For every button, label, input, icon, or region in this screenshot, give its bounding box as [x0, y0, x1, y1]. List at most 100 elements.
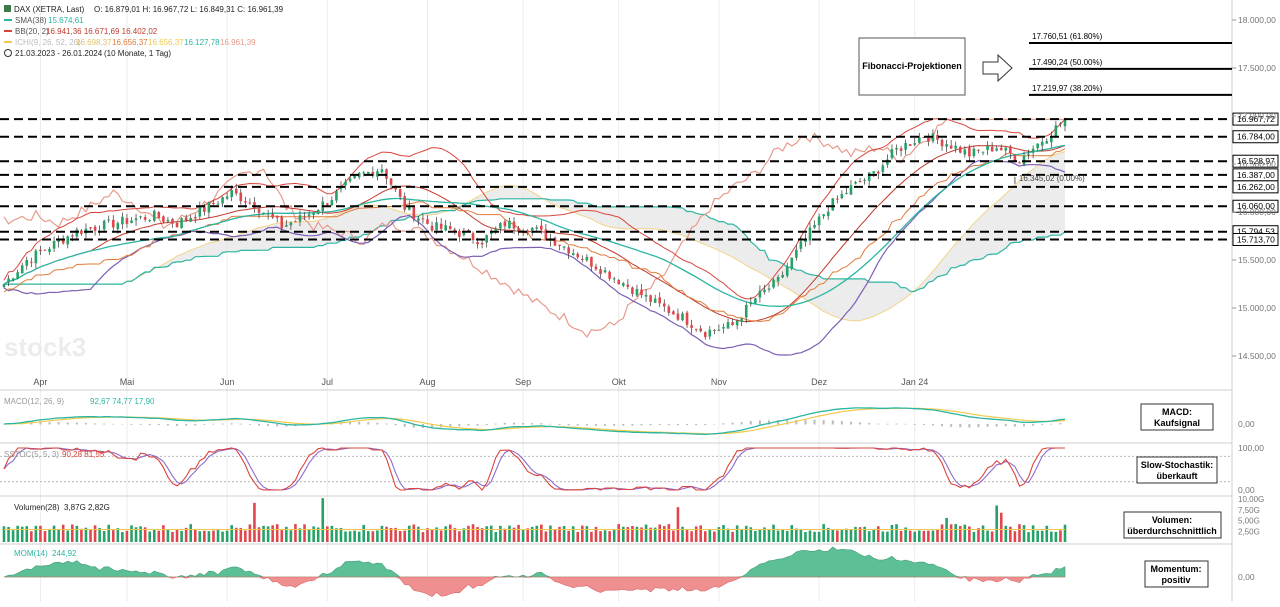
candle: [863, 179, 866, 181]
volume-bar: [353, 530, 356, 542]
macd-histogram-bar: [258, 424, 261, 426]
volume-bar: [667, 524, 671, 542]
candle: [485, 235, 488, 243]
candle: [148, 220, 152, 222]
macd-histogram-bar: [877, 423, 880, 425]
candle: [221, 197, 224, 204]
volume-bar: [776, 530, 780, 542]
candle: [512, 221, 516, 229]
candle: [407, 205, 411, 210]
volume-bar: [558, 526, 561, 542]
candle: [826, 211, 830, 217]
candle: [772, 279, 775, 288]
volume-bar: [1063, 524, 1067, 542]
volume-bar: [612, 529, 616, 542]
volume-bar: [275, 524, 279, 542]
volume-annotation-line1: Volumen:: [1152, 515, 1192, 525]
volume-bar: [480, 528, 484, 542]
candle: [458, 230, 461, 237]
volume-bar: [221, 531, 224, 542]
volume-bar: [603, 530, 607, 542]
candle: [489, 231, 493, 234]
momentum-axis-label: 0,00: [1238, 572, 1255, 582]
volume-bar: [285, 526, 288, 542]
fib-base-label: 16.345,02 (0.00%): [1019, 174, 1085, 183]
ichimoku-span-b: [4, 198, 1066, 293]
volume-bar: [626, 527, 630, 542]
candle: [585, 256, 589, 261]
candle: [608, 271, 611, 279]
macd-histogram-bar: [786, 420, 789, 425]
volume-bar: [426, 528, 429, 542]
candle: [1027, 154, 1030, 156]
candle: [799, 241, 803, 249]
macd-histogram-bar: [84, 422, 87, 425]
volume-bar: [831, 529, 835, 542]
candle: [289, 222, 293, 226]
candle: [462, 231, 466, 235]
macd-histogram-bar: [376, 422, 379, 425]
candle: [16, 272, 19, 279]
volume-bar: [2, 526, 6, 542]
macd-annotation-line1: MACD:: [1162, 407, 1192, 417]
candle: [225, 196, 229, 199]
stoch-title: SSTOC(5, 5, 3): [4, 450, 59, 459]
macd-histogram-bar: [358, 421, 361, 425]
volume-bar: [699, 525, 703, 542]
macd-histogram-bar: [849, 421, 852, 425]
volume-bar: [895, 524, 898, 542]
macd-histogram-bar: [859, 422, 862, 425]
candle: [899, 148, 903, 151]
volume-bar: [949, 524, 953, 542]
volume-bar: [672, 530, 675, 542]
volume-bar: [781, 529, 784, 542]
volume-bar: [562, 526, 566, 542]
volume-bar: [385, 526, 388, 542]
candle: [143, 217, 147, 220]
volume-bar: [717, 527, 721, 542]
macd-histogram-bar: [121, 423, 124, 425]
macd-histogram-bar: [913, 424, 916, 425]
volume-bar: [599, 531, 602, 542]
fib-level-label: 17.219,97 (38.20%): [1032, 84, 1103, 93]
level-label-box: [1232, 112, 1279, 126]
volume-bar: [1059, 530, 1062, 542]
macd-histogram-bar: [795, 419, 798, 425]
volume-bar: [954, 524, 958, 542]
volume-bar: [790, 525, 794, 542]
volume-bar: [139, 526, 142, 542]
candle: [139, 216, 142, 218]
volume-bar: [130, 525, 133, 542]
macd-histogram-bar: [1032, 424, 1035, 426]
candle: [936, 134, 939, 140]
stoch-annotation-line1: Slow-Stochastik:: [1141, 460, 1214, 470]
candle: [995, 148, 998, 151]
volume-bar: [517, 524, 520, 542]
volume-annotation-line2: überdurchschnittlich: [1127, 526, 1217, 536]
candle: [667, 306, 671, 313]
macd-histogram-bar: [585, 424, 588, 426]
volume-bar: [366, 531, 370, 542]
volume-bar: [526, 528, 529, 542]
level-label-box: [1232, 199, 1279, 213]
macd-histogram-bar: [713, 423, 716, 425]
candle: [134, 218, 138, 221]
volume-bar: [713, 531, 716, 542]
candle: [744, 304, 748, 318]
volume-axis-label: 5,00G: [1238, 517, 1260, 526]
volume-bar: [503, 528, 507, 542]
macd-histogram-bar: [522, 422, 525, 425]
candle: [540, 225, 543, 230]
volume-bar: [298, 528, 302, 542]
volume-bar: [1009, 526, 1012, 542]
volume-bar: [75, 525, 79, 542]
volume-bar: [412, 524, 416, 542]
volume-bar: [494, 531, 498, 542]
macd-histogram-bar: [176, 424, 179, 426]
candle: [102, 220, 106, 230]
macd-histogram-bar: [941, 424, 944, 427]
candle: [621, 283, 625, 286]
candle: [130, 220, 133, 224]
candle: [781, 274, 784, 278]
